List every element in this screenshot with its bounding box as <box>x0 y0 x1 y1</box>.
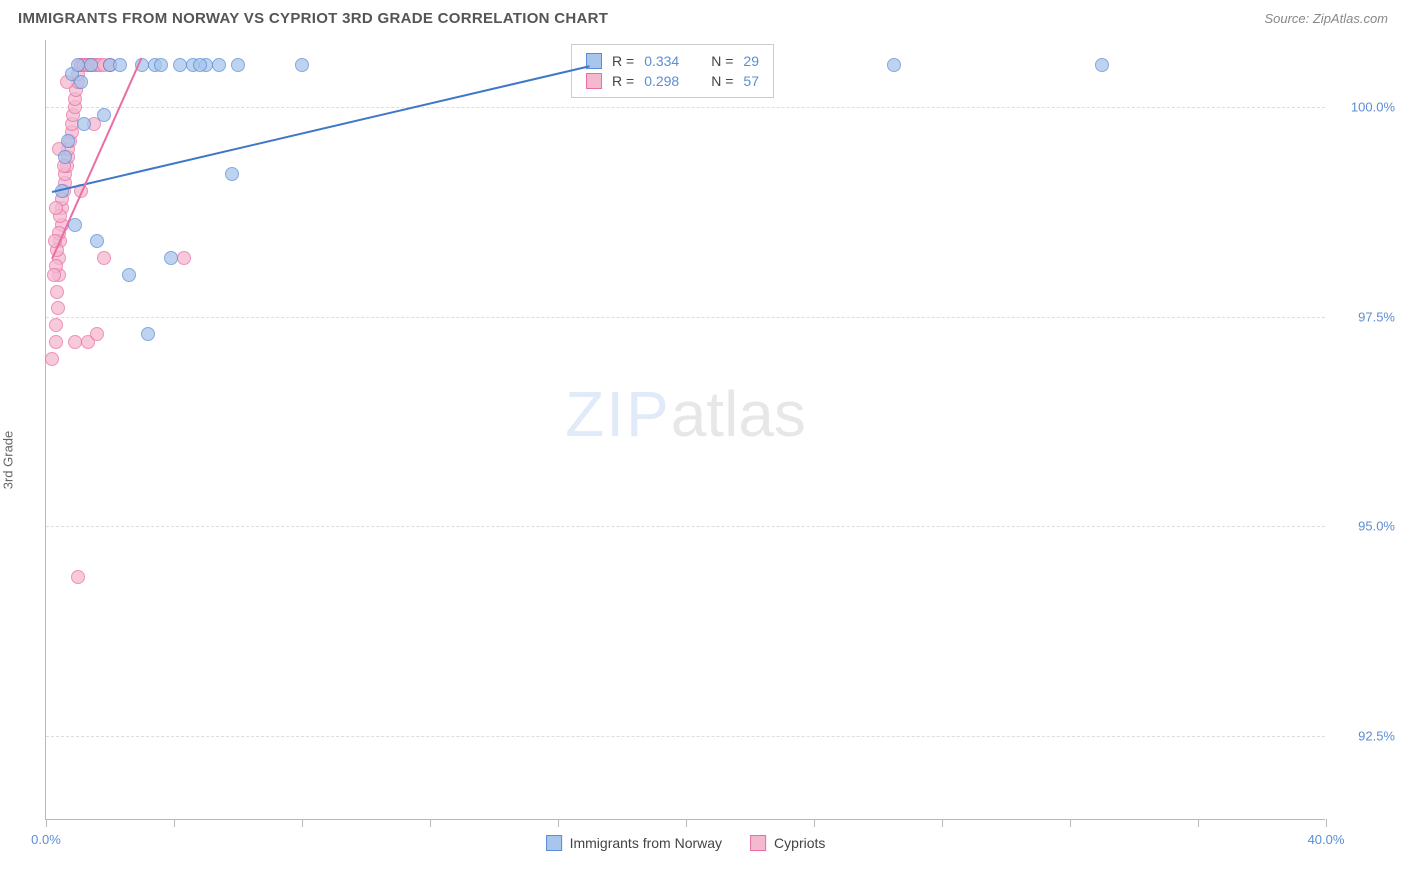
x-tick <box>814 819 815 827</box>
legend-series: Immigrants from Norway Cypriots <box>546 835 826 851</box>
scatter-point <box>84 58 98 72</box>
scatter-point <box>58 150 72 164</box>
legend-correlation-box: R = 0.334 N = 29 R = 0.298 N = 57 <box>571 44 774 98</box>
scatter-point <box>68 335 82 349</box>
gridline-h <box>46 736 1325 737</box>
scatter-point <box>193 58 207 72</box>
scatter-point <box>74 75 88 89</box>
scatter-point <box>177 251 191 265</box>
legend-r-prefix: R = <box>612 73 634 89</box>
scatter-point <box>887 58 901 72</box>
x-tick <box>686 819 687 827</box>
y-axis-label: 3rd Grade <box>1 431 16 490</box>
plot-area: ZIPatlas R =0.334N =29R =0.298N =57 Immi… <box>45 40 1325 820</box>
legend-row: R = 0.334 N = 29 <box>586 51 759 71</box>
chart-container: 3rd Grade ZIPatlas R = 0.334 N = 29 R = 0.298… <box>0 35 1406 885</box>
legend-n-value: 29 <box>743 53 759 69</box>
legend-r-value: 0.298 <box>644 73 679 89</box>
chart-header: IMMIGRANTS FROM NORWAY VS CYPRIOT 3RD GR… <box>0 0 1406 35</box>
legend-swatch <box>750 835 766 851</box>
legend-swatch <box>586 73 602 89</box>
y-tick-label: 100.0% <box>1335 100 1395 115</box>
legend-series-item: Cypriots <box>750 835 825 851</box>
x-tick <box>1070 819 1071 827</box>
scatter-point <box>49 318 63 332</box>
y-tick-label: 92.5% <box>1335 729 1395 744</box>
x-tick <box>302 819 303 827</box>
chart-title: IMMIGRANTS FROM NORWAY VS CYPRIOT 3RD GR… <box>18 10 608 27</box>
x-tick-label: 40.0% <box>1308 832 1345 847</box>
scatter-point <box>51 301 65 315</box>
scatter-point <box>45 352 59 366</box>
watermark-part1: ZIP <box>565 378 671 450</box>
scatter-point <box>1095 58 1109 72</box>
scatter-point <box>71 570 85 584</box>
watermark: ZIPatlas <box>565 377 806 451</box>
scatter-point <box>49 201 63 215</box>
scatter-point <box>122 268 136 282</box>
x-tick <box>1198 819 1199 827</box>
gridline-h <box>46 107 1325 108</box>
scatter-point <box>47 268 61 282</box>
scatter-point <box>231 58 245 72</box>
scatter-point <box>97 251 111 265</box>
x-tick <box>942 819 943 827</box>
legend-series-label: Cypriots <box>774 835 825 851</box>
chart-source: Source: ZipAtlas.com <box>1264 11 1388 26</box>
gridline-h <box>46 526 1325 527</box>
legend-row: R = 0.298 N = 57 <box>586 71 759 91</box>
scatter-point <box>154 58 168 72</box>
scatter-point <box>141 327 155 341</box>
scatter-point <box>225 167 239 181</box>
scatter-point <box>90 234 104 248</box>
x-tick-label: 0.0% <box>31 832 61 847</box>
legend-n-prefix: N = <box>711 53 733 69</box>
scatter-point <box>295 58 309 72</box>
scatter-point <box>49 335 63 349</box>
scatter-point <box>90 327 104 341</box>
legend-r-value: 0.334 <box>644 53 679 69</box>
legend-swatch <box>546 835 562 851</box>
y-tick-label: 97.5% <box>1335 309 1395 324</box>
legend-r-prefix: R = <box>612 53 634 69</box>
scatter-point <box>113 58 127 72</box>
scatter-point <box>50 285 64 299</box>
legend-n-prefix: N = <box>711 73 733 89</box>
scatter-point <box>97 108 111 122</box>
scatter-point <box>77 117 91 131</box>
x-tick <box>558 819 559 827</box>
trend-line <box>52 65 590 193</box>
x-tick <box>1326 819 1327 827</box>
scatter-point <box>61 134 75 148</box>
x-tick <box>174 819 175 827</box>
x-tick <box>430 819 431 827</box>
scatter-point <box>164 251 178 265</box>
legend-n-value: 57 <box>743 73 759 89</box>
y-tick-label: 95.0% <box>1335 519 1395 534</box>
scatter-point <box>212 58 226 72</box>
x-tick <box>46 819 47 827</box>
legend-series-label: Immigrants from Norway <box>570 835 722 851</box>
legend-series-item: Immigrants from Norway <box>546 835 722 851</box>
gridline-h <box>46 317 1325 318</box>
watermark-part2: atlas <box>671 378 806 450</box>
